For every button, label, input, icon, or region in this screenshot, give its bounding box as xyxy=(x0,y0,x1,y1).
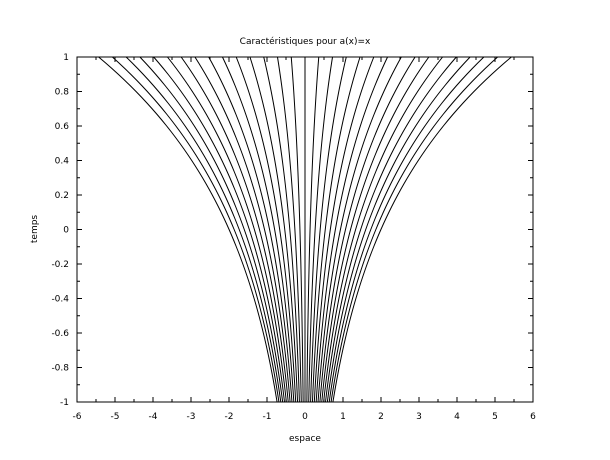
y-axis-title: temps xyxy=(30,215,40,244)
characteristic-curve-15 xyxy=(290,56,304,403)
characteristic-curve-21 xyxy=(313,56,375,403)
y-tick-label: 1 xyxy=(63,53,69,63)
x-tick-label: -1 xyxy=(263,412,272,422)
characteristic-curve-11 xyxy=(235,56,297,403)
x-tick-label: -2 xyxy=(225,412,234,422)
characteristic-curve-1 xyxy=(98,56,278,403)
y-axis: -1 -0.8 -0.6 -0.4 -0.2 0 0.2 0.4 0.6 0.8 1 xyxy=(51,53,533,408)
characteristic-curve-19 xyxy=(310,56,347,403)
x-tick-label: 6 xyxy=(530,412,536,422)
characteristic-curve-5 xyxy=(153,56,286,403)
characteristic-curve-7 xyxy=(180,56,289,403)
y-tick-label: -0.4 xyxy=(51,295,69,305)
x-tick-label: -4 xyxy=(149,412,158,422)
y-tick-label: 0.4 xyxy=(55,157,70,167)
y-tick-label: 0.6 xyxy=(55,122,70,132)
x-tick-label: -6 xyxy=(73,412,82,422)
characteristic-curve-2 xyxy=(112,56,280,403)
characteristic-curve-23 xyxy=(317,56,402,403)
characteristic-curve-4 xyxy=(139,56,284,403)
x-axis-title: espace xyxy=(289,434,321,444)
characteristic-curve-3 xyxy=(125,56,282,403)
characteristic-curve-13 xyxy=(263,56,300,403)
characteristic-curve-20 xyxy=(311,56,361,403)
characteristic-curve-24 xyxy=(319,56,416,403)
characteristic-curve-10 xyxy=(221,56,295,403)
x-tick-label: 3 xyxy=(416,412,422,422)
characteristic-curve-29 xyxy=(328,56,485,403)
characteristic-curve-6 xyxy=(167,56,287,403)
characteristic-curve-30 xyxy=(330,56,498,403)
curves-group xyxy=(98,56,512,403)
characteristic-curve-25 xyxy=(321,56,430,403)
characteristic-curve-12 xyxy=(249,56,299,403)
characteristic-curve-14 xyxy=(276,56,302,403)
characteristic-curve-8 xyxy=(194,56,291,403)
y-tick-label: 0.2 xyxy=(55,191,69,201)
characteristic-curve-22 xyxy=(315,56,389,403)
y-tick-label: 0.8 xyxy=(55,88,70,98)
x-tick-label: 5 xyxy=(492,412,498,422)
x-tick-label: 0 xyxy=(302,412,308,422)
characteristic-curve-27 xyxy=(324,56,457,403)
x-axis: -6 -5 -4 -3 -2 -1 0 1 2 3 4 5 6 xyxy=(73,57,536,422)
y-tick-label: -0.2 xyxy=(51,260,69,270)
x-tick-label: -5 xyxy=(111,412,120,422)
characteristic-curve-26 xyxy=(323,56,443,403)
x-tick-label: 4 xyxy=(454,412,460,422)
chart-title: Caractéristiques pour a(x)=x xyxy=(240,36,371,47)
y-tick-label: -0.8 xyxy=(51,364,69,374)
characteristic-curve-17 xyxy=(306,56,320,403)
characteristic-curve-9 xyxy=(208,56,293,403)
x-tick-label: 1 xyxy=(340,412,346,422)
characteristic-curve-28 xyxy=(326,56,471,403)
y-tick-label: 0 xyxy=(63,226,69,236)
x-tick-label: 2 xyxy=(378,412,384,422)
x-tick-label: -3 xyxy=(187,412,196,422)
characteristic-curve-18 xyxy=(308,56,334,403)
y-tick-label: -0.6 xyxy=(51,329,69,339)
y-tick-label: -1 xyxy=(60,398,69,408)
characteristic-curve-31 xyxy=(332,56,512,403)
